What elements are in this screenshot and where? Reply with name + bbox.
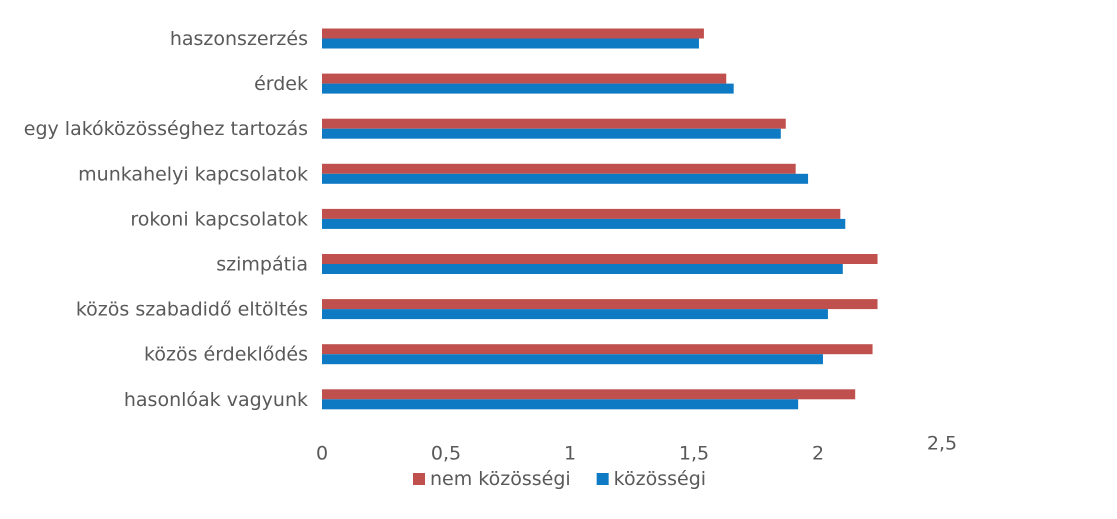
bar-kozossegi — [322, 218, 846, 229]
bar-kozossegi — [322, 38, 699, 49]
bars-group — [322, 28, 878, 410]
bar-kozossegi — [322, 309, 828, 320]
x-tick-label: 1 — [564, 442, 576, 464]
bar-nem-kozossegi — [322, 389, 856, 400]
x-tick-label: 1,5 — [679, 442, 709, 464]
x-axis-ticks: 0 0,5 1 1,5 2 2,5 — [316, 432, 957, 464]
bar-kozossegi — [322, 354, 823, 365]
bar-nem-kozossegi — [322, 344, 873, 355]
bar-nem-kozossegi — [322, 208, 841, 219]
bar-nem-kozossegi — [322, 254, 878, 264]
legend-label: közösségi — [614, 468, 706, 490]
bar-kozossegi — [322, 264, 843, 274]
bar-nem-kozossegi — [322, 163, 796, 174]
bar-nem-kozossegi — [322, 118, 786, 129]
bar-nem-kozossegi — [322, 73, 727, 84]
category-label: szimpátia — [216, 254, 308, 276]
category-label: közös érdeklődés — [144, 344, 308, 366]
legend-swatch — [413, 473, 425, 485]
category-label: érdek — [254, 73, 308, 95]
category-label: munkahelyi kapcsolatok — [78, 163, 308, 185]
category-label: hasonlóak vagyunk — [124, 389, 308, 411]
category-labels: haszonszerzés érdek egy lakóközösséghez ta… — [24, 28, 308, 411]
bar-nem-kozossegi — [322, 28, 704, 39]
bar-kozossegi — [322, 128, 781, 139]
category-label: rokoni kapcsolatok — [130, 208, 308, 230]
bar-nem-kozossegi — [322, 299, 878, 310]
legend: nem közösségi közösségi — [413, 468, 706, 490]
x-tick-label: 2,5 — [927, 432, 957, 454]
bar-kozossegi — [322, 173, 809, 184]
category-label: egy lakóközösséghez tartozás — [24, 118, 308, 140]
category-label: haszonszerzés — [170, 28, 308, 50]
x-tick-label: 2 — [812, 442, 824, 464]
bar-kozossegi — [322, 83, 734, 94]
category-label: közös szabadidő eltöltés — [76, 299, 308, 321]
legend-swatch — [596, 473, 609, 485]
x-tick-label: 0 — [316, 442, 328, 464]
bar-kozossegi — [322, 399, 799, 410]
legend-label: nem közösségi — [430, 468, 571, 490]
x-tick-label: 0,5 — [431, 442, 461, 464]
